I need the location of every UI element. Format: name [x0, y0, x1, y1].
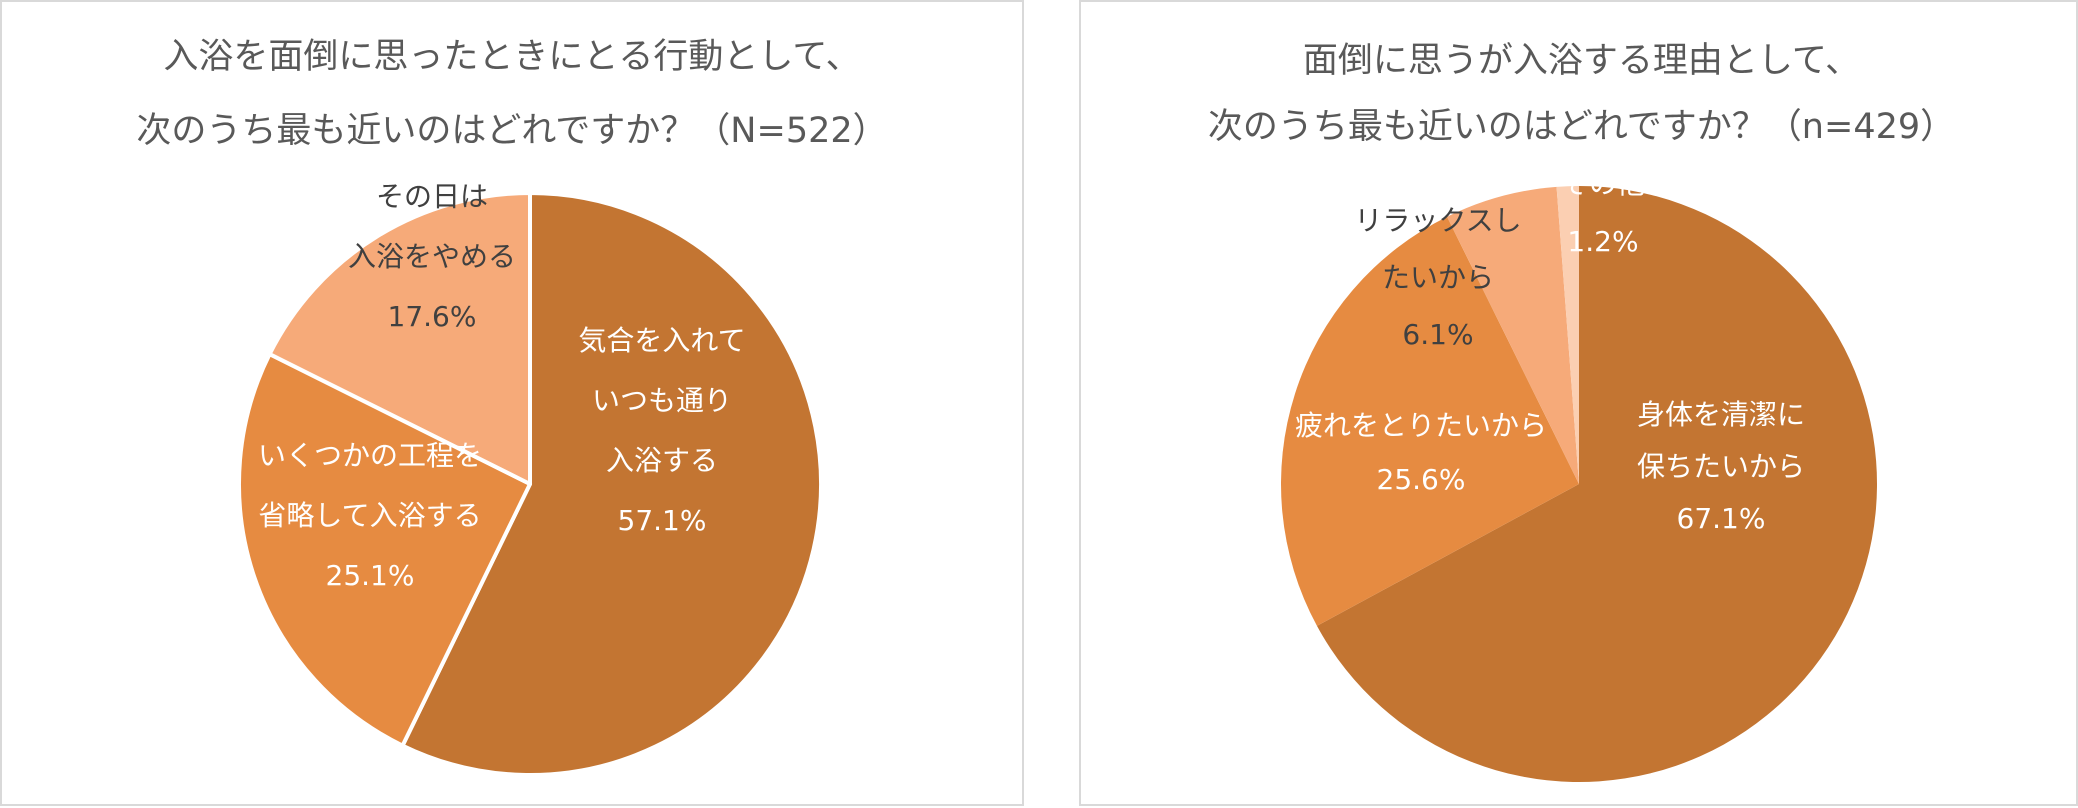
chart-title-line-2: 次のうち最も近いのはどれですか？（n=429）: [1207, 107, 1956, 147]
slice-value-label: 67.1%: [1677, 502, 1766, 535]
slice-category-label: その日は: [376, 180, 488, 213]
slice-value-label: 17.6%: [388, 300, 477, 333]
slice-category-label: リラックスし: [1354, 204, 1521, 237]
chart-panel-behavior: 入浴を面倒に思ったときにとる行動として、 次のうち最も近いのはどれですか？（N=…: [0, 0, 1024, 806]
pie-slice: [1447, 186, 1579, 484]
pie-slice: [400, 191, 823, 777]
slice-category-label: たいから: [1382, 261, 1494, 294]
slice-category-label: 身体を清潔に: [1637, 398, 1805, 431]
chart-title-line-1: 面倒に思うが入浴する理由として、: [1302, 41, 1861, 81]
pie-slice: [1281, 216, 1579, 626]
slice-category-label: その他: [1561, 167, 1645, 200]
slice-category-label: 入浴する: [606, 444, 718, 477]
pie-slice: [1556, 186, 1579, 484]
slice-value-label: 6.1%: [1402, 318, 1473, 351]
slice-value-label: 25.1%: [326, 559, 415, 592]
slice-category-label: 気合を入れて: [578, 324, 745, 357]
pie-slice: [237, 352, 532, 748]
slice-value-label: 57.1%: [618, 504, 707, 537]
slice-category-label: いつも通り: [592, 384, 732, 417]
slice-category-label: いくつかの工程を: [258, 439, 482, 472]
chart-panel-reason: 面倒に思うが入浴する理由として、 次のうち最も近いのはどれですか？（n=429）…: [1079, 0, 2078, 806]
slice-category-label: 疲れをとりたいから: [1295, 409, 1547, 442]
slice-category-label: 入浴をやめる: [348, 240, 516, 273]
slice-category-label: 省略して入浴する: [258, 499, 481, 532]
chart-title-line-2: 次のうち最も近いのはどれですか？（N=522）: [136, 111, 888, 151]
pie-slice: [267, 191, 532, 486]
slice-value-label: 25.6%: [1377, 463, 1466, 496]
chart-title-line-1: 入浴を面倒に思ったときにとる行動として、: [163, 37, 861, 77]
slice-category-label: 保ちたいから: [1637, 450, 1805, 483]
slice-value-label: 1.2%: [1567, 225, 1638, 258]
pie-slice: [1316, 186, 1877, 782]
